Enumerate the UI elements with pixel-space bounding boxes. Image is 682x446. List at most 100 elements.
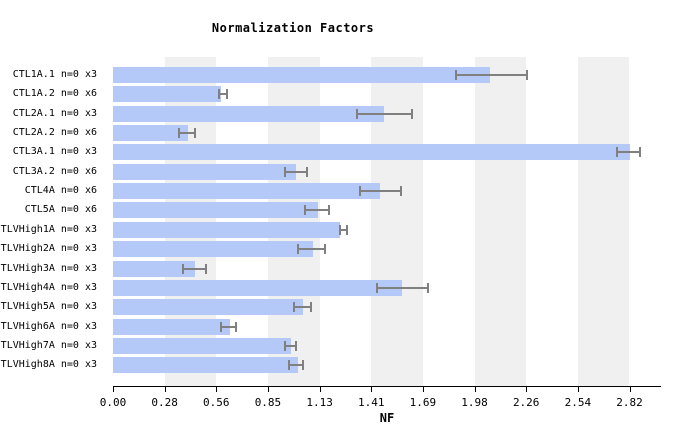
error-bar-cap-left bbox=[339, 224, 342, 235]
y-axis-label: CTL1A.1 n=0 x3 bbox=[12, 69, 97, 80]
error-bar-cap-left bbox=[287, 360, 290, 371]
error-bar-cap-left bbox=[220, 321, 223, 332]
y-axis-label: CTL3A.2 n=0 x6 bbox=[12, 165, 97, 177]
error-bar-line bbox=[616, 151, 641, 154]
x-tick-mark bbox=[319, 387, 321, 392]
x-tick-mark bbox=[371, 387, 373, 392]
chart-title: Normalization Factors bbox=[211, 21, 375, 35]
bar bbox=[113, 260, 196, 277]
error-bar-cap-right bbox=[525, 70, 528, 80]
error-bar-cap-left bbox=[355, 108, 358, 119]
x-tick-mark bbox=[113, 387, 114, 392]
bar bbox=[113, 67, 491, 83]
error-bar-cap-right bbox=[309, 302, 312, 313]
error-bar-line bbox=[182, 267, 207, 270]
error-bar-line bbox=[294, 306, 311, 309]
error-bar-line bbox=[219, 93, 227, 96]
error-bar-line bbox=[288, 364, 304, 367]
error-bar-line bbox=[455, 74, 527, 76]
error-bar-cap-right bbox=[346, 224, 349, 235]
error-bar-cap-right bbox=[302, 360, 305, 371]
grid-band bbox=[474, 57, 527, 386]
y-axis-label: CTL2A.1 n=0 x3 bbox=[12, 107, 97, 119]
bar bbox=[113, 241, 313, 258]
error-bar-cap-right bbox=[234, 321, 237, 332]
bar bbox=[113, 221, 341, 238]
error-bar-cap-right bbox=[194, 128, 197, 139]
y-axis-label: TLVHigh4A n=0 x3 bbox=[0, 281, 97, 293]
error-bar-cap-left bbox=[296, 244, 299, 255]
error-bar-cap-left bbox=[375, 282, 378, 293]
error-bar-line bbox=[356, 112, 412, 115]
error-bar-cap-left bbox=[454, 70, 457, 80]
x-tick-label: 2.54 bbox=[564, 396, 592, 409]
error-bar-line bbox=[221, 325, 236, 328]
error-bar-line bbox=[340, 228, 348, 231]
error-bar-cap-left bbox=[615, 147, 618, 158]
x-tick-mark bbox=[629, 387, 631, 392]
y-axis-label: CTL5A n=0 x6 bbox=[24, 204, 97, 216]
y-axis-label: CTL4A n=0 x6 bbox=[24, 185, 97, 197]
error-bar-cap-left bbox=[218, 89, 221, 100]
bar bbox=[113, 357, 298, 374]
bar bbox=[113, 318, 231, 335]
bar bbox=[113, 105, 385, 122]
error-bar-line bbox=[360, 190, 401, 193]
x-tick-label: 0.28 bbox=[151, 396, 178, 409]
plot-area: 0.00 0.28 0.56 0.85 1.13 1.41 1.69 1.98 2.26 2.54… bbox=[100, 57, 661, 409]
error-bar-line bbox=[285, 344, 297, 347]
error-bar-cap-left bbox=[177, 128, 180, 139]
x-tick-label: 1.98 bbox=[461, 396, 488, 409]
error-bar-cap-right bbox=[324, 244, 327, 255]
x-tick-label: 1.13 bbox=[306, 396, 333, 409]
error-bar-cap-right bbox=[427, 282, 430, 293]
error-bar-cap-right bbox=[205, 263, 208, 274]
bar bbox=[113, 337, 291, 354]
y-axis-label: TLVHigh5A n=0 x3 bbox=[0, 301, 97, 313]
error-bar-cap-left bbox=[304, 205, 307, 216]
x-tick-mark bbox=[577, 387, 579, 392]
x-tick-label: 2.26 bbox=[512, 396, 540, 409]
grid-band bbox=[577, 57, 630, 386]
error-bar-cap-left bbox=[293, 302, 296, 313]
x-tick-label: 0.85 bbox=[254, 396, 282, 409]
error-bar-cap-left bbox=[359, 186, 362, 197]
x-tick-label: 0.00 bbox=[99, 396, 127, 409]
bar bbox=[113, 202, 319, 219]
error-bar-line bbox=[376, 286, 429, 289]
x-tick-mark bbox=[267, 387, 269, 392]
bar bbox=[113, 299, 304, 316]
error-bar-cap-right bbox=[399, 186, 402, 197]
error-bar-cap-right bbox=[410, 108, 413, 119]
y-axis-label: TLVHigh8A n=0 x3 bbox=[0, 359, 97, 371]
bar bbox=[113, 183, 381, 200]
bar bbox=[113, 125, 189, 142]
error-bar-line bbox=[285, 170, 308, 173]
bar bbox=[113, 279, 403, 296]
bar bbox=[113, 144, 630, 161]
y-axis-label: TLVHigh3A n=0 x3 bbox=[0, 262, 97, 274]
x-tick-mark bbox=[526, 387, 528, 392]
error-bar-cap-right bbox=[225, 89, 228, 100]
x-tick-label: 2.82 bbox=[616, 396, 643, 409]
x-tick-label: 1.41 bbox=[358, 396, 385, 409]
error-bar-line bbox=[178, 132, 196, 135]
error-bar-line bbox=[297, 248, 326, 251]
error-bar-cap-left bbox=[181, 263, 184, 274]
error-bar-cap-right bbox=[328, 205, 331, 216]
error-bar-line bbox=[305, 209, 330, 212]
error-bar-cap-left bbox=[284, 340, 287, 351]
y-axis-label: CTL1A.2 n=0 x6 bbox=[12, 88, 97, 100]
x-tick-mark bbox=[216, 387, 218, 392]
y-axis-label: CTL3A.1 n=0 x3 bbox=[12, 146, 97, 158]
x-tick-mark bbox=[422, 387, 424, 392]
y-axis-label: TLVHigh2A n=0 x3 bbox=[0, 243, 97, 255]
error-bar-cap-right bbox=[306, 166, 309, 177]
error-bar-cap-right bbox=[639, 147, 642, 158]
x-tick-mark bbox=[164, 387, 166, 392]
y-axis-label: TLVHigh7A n=0 x3 bbox=[0, 339, 97, 351]
y-axis-label: TLVHigh6A n=0 x3 bbox=[0, 320, 97, 332]
x-tick-label: 0.56 bbox=[203, 396, 230, 409]
error-bar-cap-left bbox=[284, 166, 287, 177]
